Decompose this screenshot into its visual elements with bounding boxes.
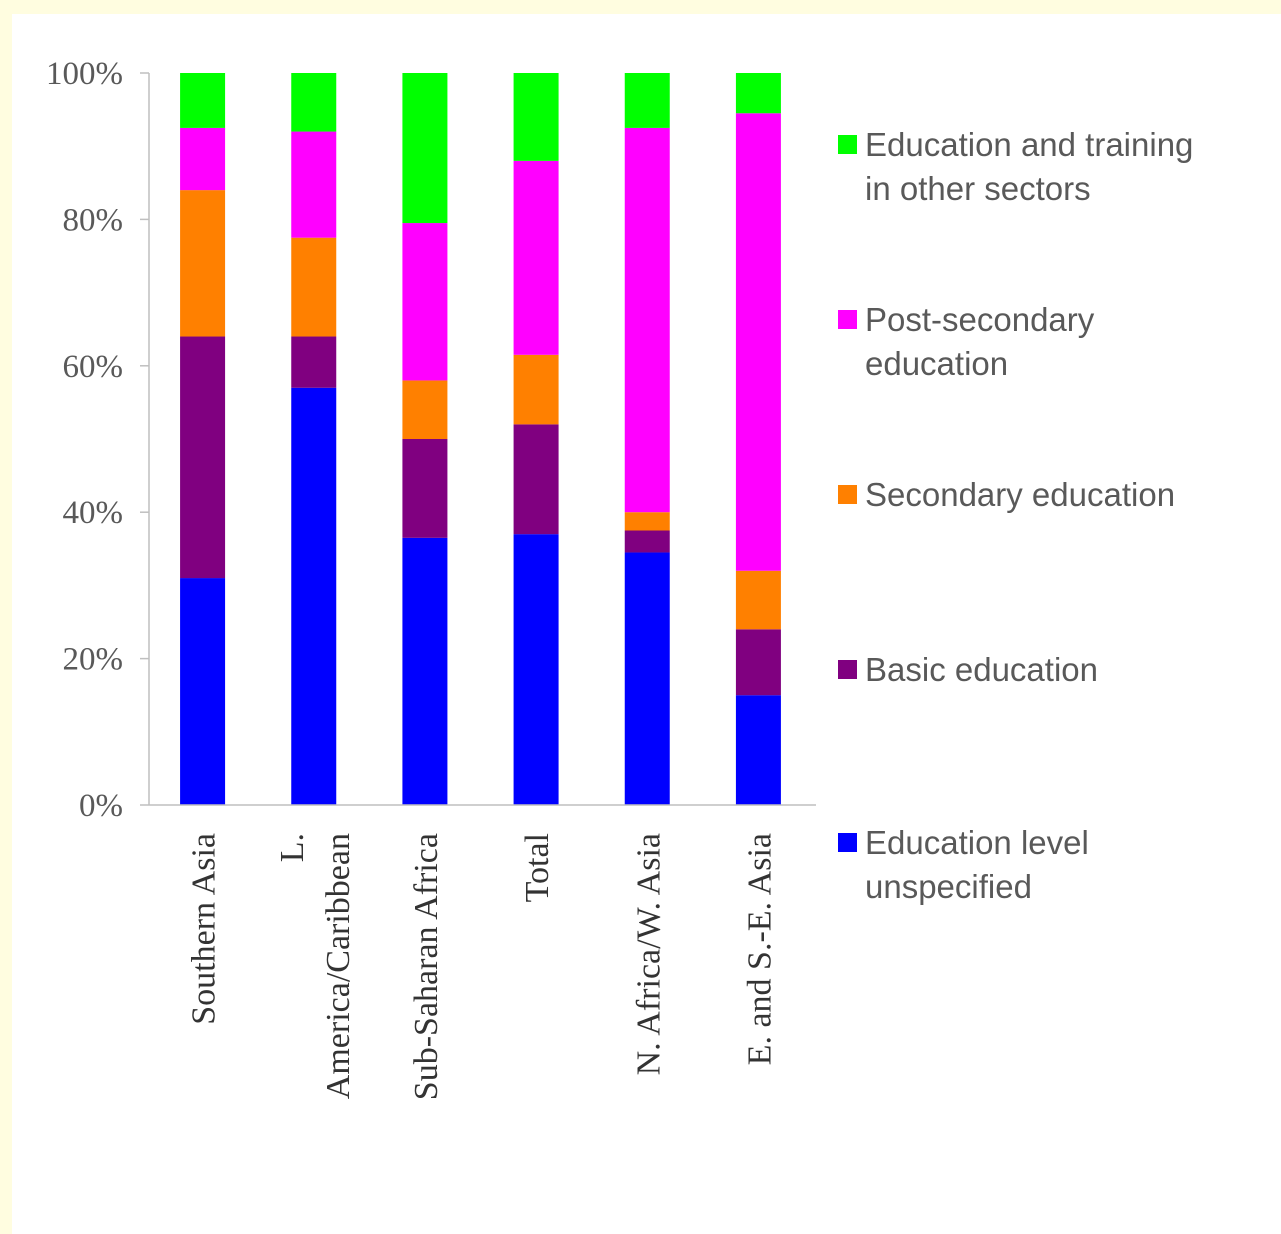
bar-segment: [624, 530, 670, 553]
legend-label: Basic education: [865, 651, 1098, 688]
bar-segment: [513, 160, 559, 355]
bar-segment: [513, 424, 559, 535]
bar-segment: [291, 336, 337, 388]
bar-segment: [513, 534, 559, 805]
bar-segment: [735, 570, 781, 630]
x-axis: Southern Asia L. America/Caribbean Sub-Saha…: [149, 804, 816, 1100]
bar-segment: [291, 131, 337, 238]
legend-label: education: [865, 345, 1008, 382]
bar-segment: [624, 552, 670, 805]
bar-segment: [513, 354, 559, 425]
x-category-label: N. Africa/W. Asia: [630, 833, 667, 1075]
bar-segment: [402, 223, 448, 381]
bar-segment: [291, 387, 337, 805]
bar-segment: [180, 127, 226, 191]
y-tick-label: 60%: [63, 349, 124, 385]
legend-label: Education and training: [865, 126, 1193, 163]
x-category-label: Southern Asia: [186, 833, 223, 1025]
y-tick-label: 20%: [63, 642, 124, 678]
y-axis: 0% 20% 40% 60% 80% 100%: [46, 56, 150, 824]
bar-segment: [624, 127, 670, 513]
bar-segment: [735, 695, 781, 805]
bar-segment: [291, 237, 337, 337]
bar-segment: [180, 336, 226, 579]
bars: [180, 73, 781, 805]
x-category-label: Total: [519, 833, 556, 902]
legend-swatch: [838, 310, 857, 329]
y-tick-label: 80%: [63, 202, 124, 238]
bar-segment: [513, 73, 559, 161]
x-category-label: Sub-Saharan Africa: [408, 833, 445, 1100]
bar-segment: [624, 512, 670, 531]
legend-label: Education level: [865, 824, 1089, 861]
bar-segment: [735, 113, 781, 571]
bar-segment: [180, 578, 226, 805]
bar-segment: [291, 73, 337, 132]
legend-swatch: [838, 660, 857, 679]
bar-segment: [402, 380, 448, 439]
legend-swatch: [838, 833, 857, 852]
x-category-label: L.: [274, 833, 311, 862]
legend-swatch: [838, 485, 857, 504]
y-tick-label: 100%: [46, 56, 123, 92]
bar-segment: [402, 439, 448, 538]
bar-segment: [402, 73, 448, 224]
bar-segment: [180, 73, 226, 128]
x-category-label: America/Caribbean: [320, 833, 357, 1099]
y-tick-label: 40%: [63, 495, 124, 531]
legend-label: in other sectors: [865, 170, 1091, 207]
y-tick-label: 0%: [79, 788, 123, 824]
bar-segment: [402, 537, 448, 805]
legend-swatch: [838, 135, 857, 154]
legend: Education and training in other sectors Po…: [838, 126, 1193, 905]
bar-segment: [735, 73, 781, 114]
bar-segment: [624, 73, 670, 128]
legend-label: unspecified: [865, 868, 1032, 905]
bar-segment: [180, 190, 226, 337]
legend-label: Post-secondary: [865, 301, 1095, 338]
legend-label: Secondary education: [865, 476, 1175, 513]
chart-frame: 0% 20% 40% 60% 80% 100% Southern Asia L. Americ…: [12, 14, 1281, 1234]
bar-segment: [735, 629, 781, 696]
x-category-label: E. and S.-E. Asia: [741, 833, 778, 1065]
stacked-bar-chart: 0% 20% 40% 60% 80% 100% Southern Asia L. Americ…: [46, 56, 1193, 1100]
